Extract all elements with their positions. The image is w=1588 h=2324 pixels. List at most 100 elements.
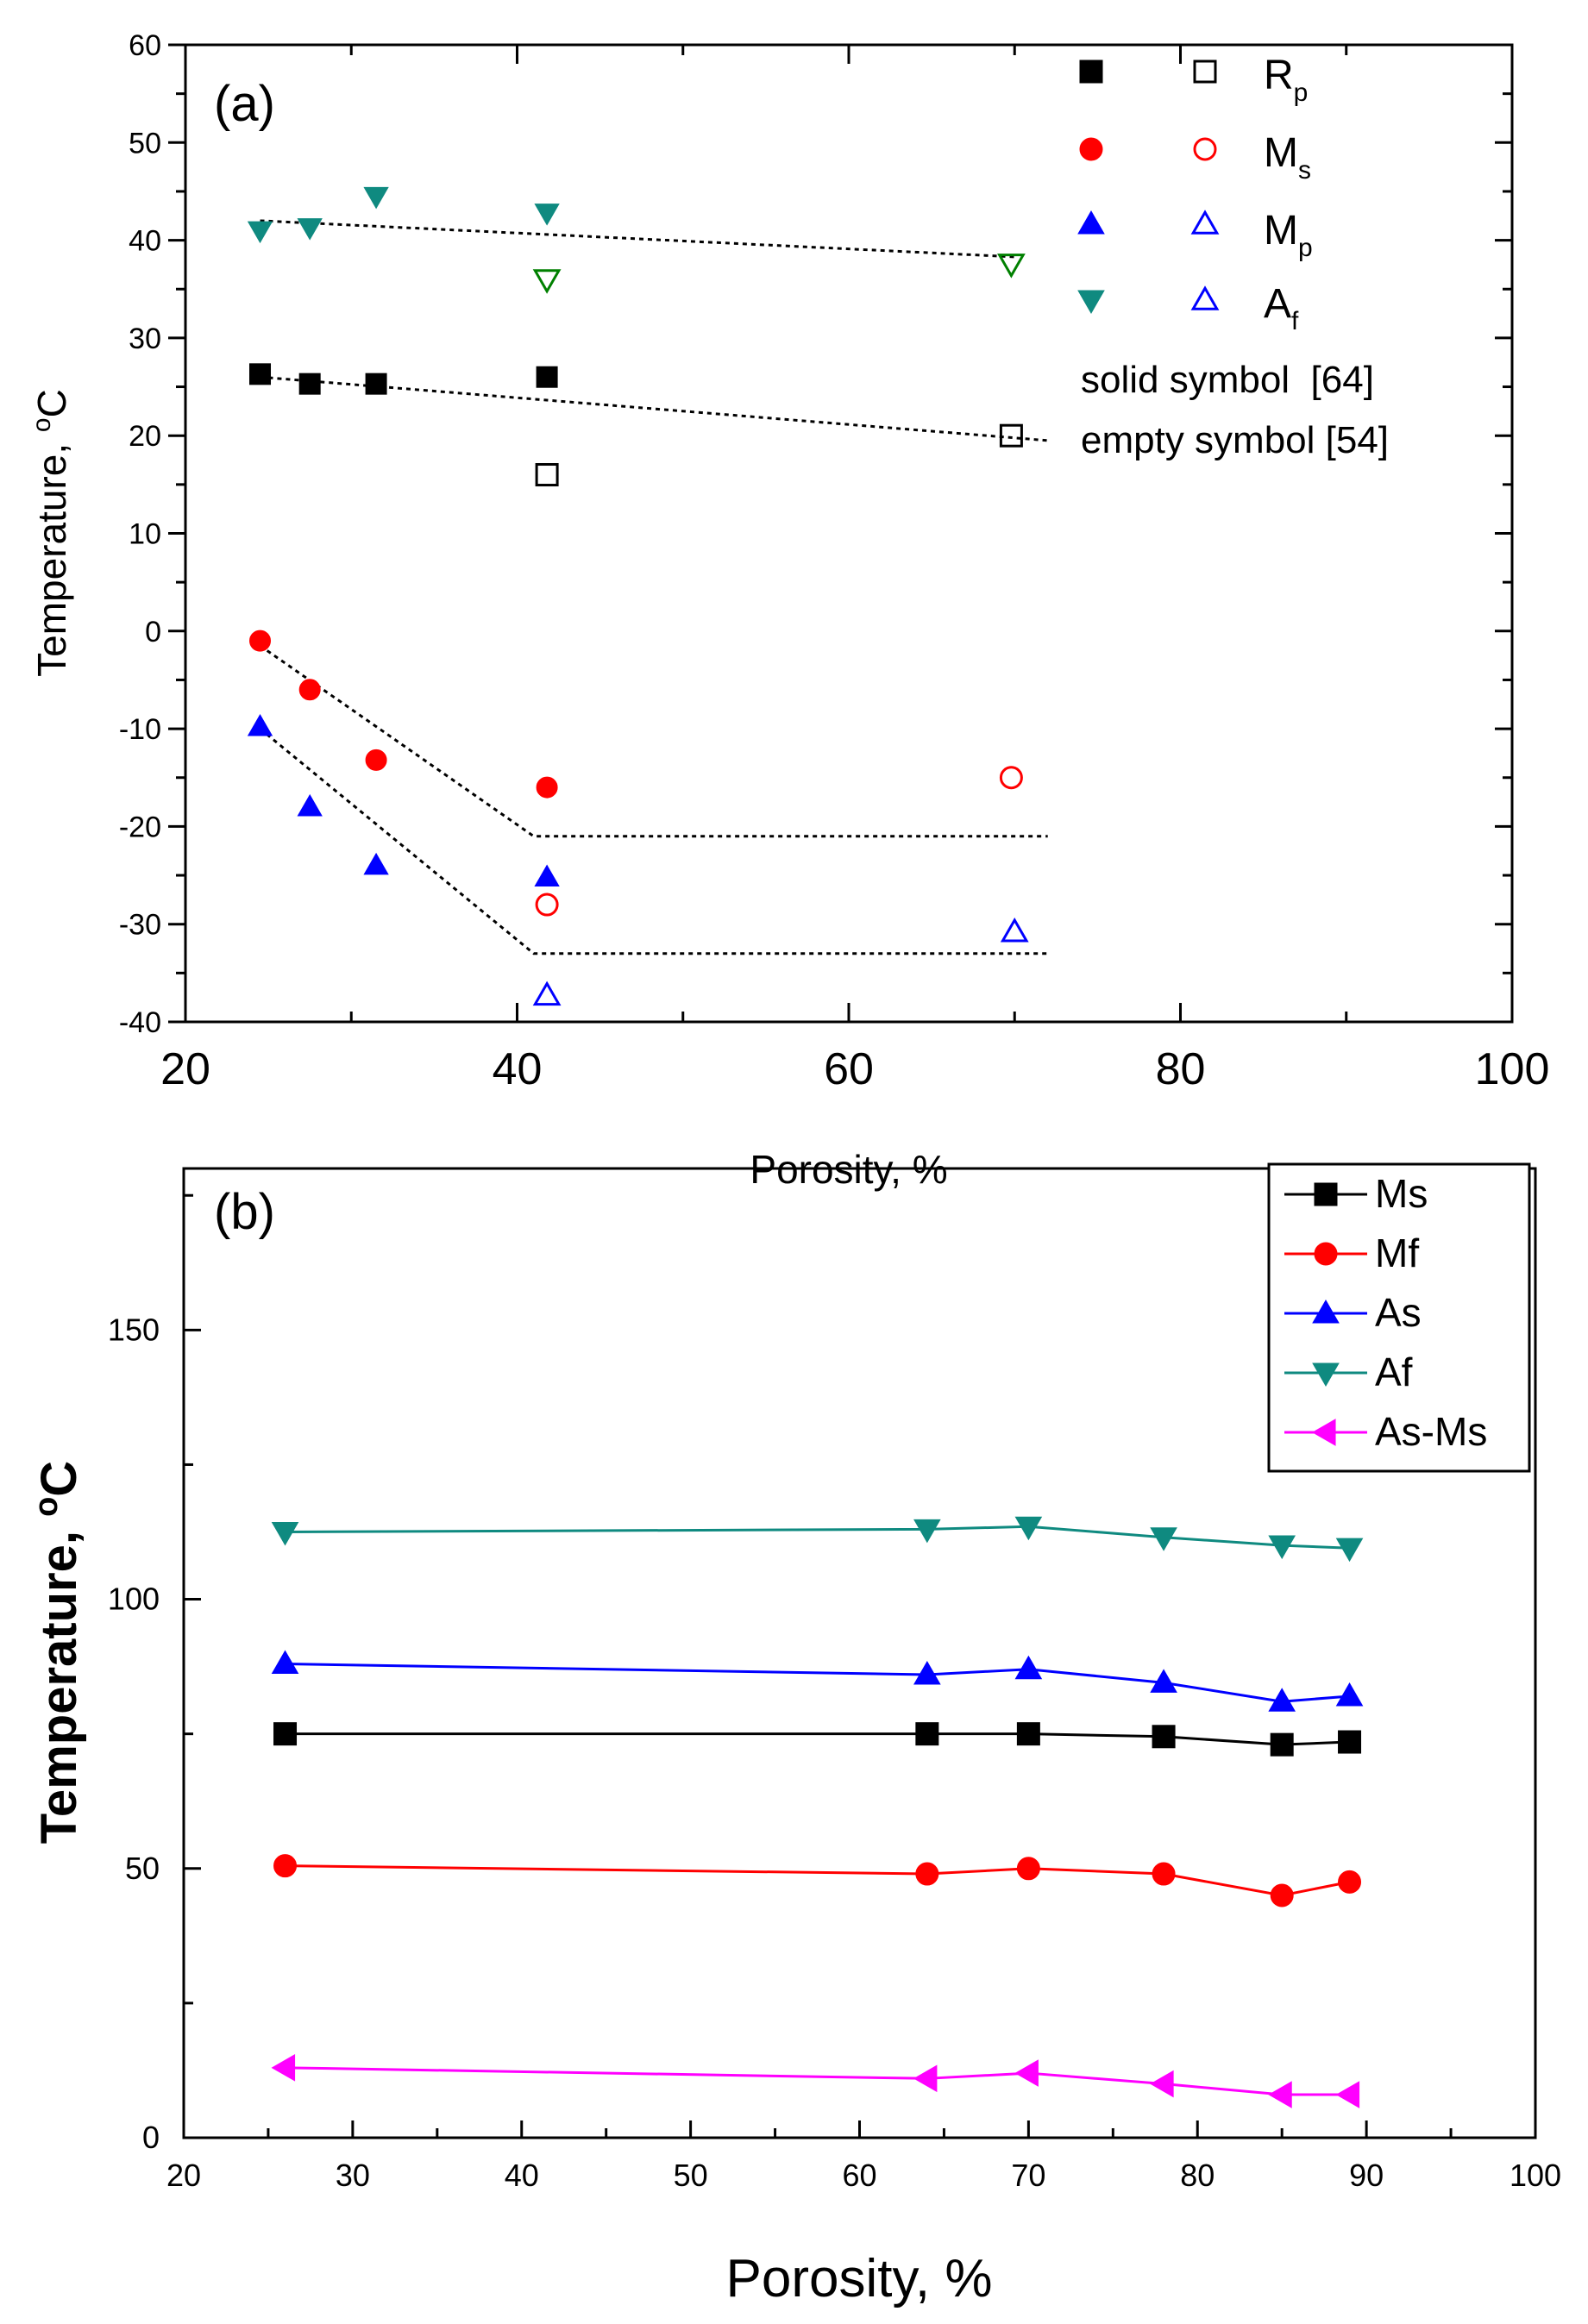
legend-label-mf-b: Mf [1375, 1231, 1419, 1275]
legend-label-as-ms-b: As-Ms [1375, 1409, 1487, 1454]
panel-b-label: (b) [214, 1184, 275, 1240]
legend-marker-solid [1077, 290, 1105, 314]
legend-marker-solid [1079, 137, 1103, 161]
panel-b-y-tick-label: 100 [108, 1582, 160, 1617]
panel-a-point [365, 749, 387, 771]
panel-a-y-tick-label: -10 [119, 713, 161, 746]
legend-label-af-b: Af [1375, 1350, 1413, 1394]
panel-b-point [1016, 1857, 1040, 1881]
panel-b-series-line [285, 1864, 1350, 1897]
panel-a-point [532, 269, 562, 294]
panel-b-y-tick-label: 50 [125, 1851, 160, 1886]
panel-b-x-tick-label: 60 [842, 2158, 876, 2193]
panel-b-tick-labels: 20 30 40 50 60 70 80 90 100 0 50 100 150 [108, 1312, 1561, 2193]
panel-a-point [247, 714, 273, 736]
panel-a-x-tick-label: 60 [824, 1044, 874, 1094]
panel-a-point [535, 463, 559, 487]
panel-b-point [1150, 1527, 1177, 1551]
panel-b-x-tick-label: 70 [1011, 2158, 1045, 2193]
panel-b-point [1150, 1669, 1177, 1693]
panel-b-point [913, 1661, 941, 1685]
legend-marker [1314, 1242, 1338, 1266]
panel-b-series-lines [285, 1525, 1350, 2096]
legend-marker-solid [1077, 210, 1105, 235]
panel-a-point [298, 373, 321, 395]
panel-a-point [997, 254, 1026, 279]
panel-b-point [271, 2054, 296, 2082]
panel-b-point [1270, 1732, 1294, 1757]
panel-b-chart: 20 30 40 50 60 70 80 90 100 0 50 100 150 (b) Ms Mf A… [28, 1162, 1561, 2308]
panel-a-chart: 20 40 60 80 100 -40 -30 -20 -10 0 10 20 30 40 50 60 (a)… [28, 29, 1549, 1192]
panel-b-point [913, 2064, 938, 2093]
panel-b-point [1338, 1870, 1362, 1894]
panel-b-point [1150, 2070, 1174, 2098]
panel-a-tick-labels: 20 40 60 80 100 -40 -30 -20 -10 0 10 20 30 40 50 60 [119, 29, 1550, 1094]
panel-b-point [1335, 2081, 1360, 2108]
panel-b-series-line [285, 1662, 1350, 1703]
panel-a-label: (a) [214, 76, 275, 132]
panel-b-point [915, 1862, 939, 1886]
legend-marker [1314, 1182, 1338, 1206]
panel-b-x-tick-label: 40 [505, 2158, 539, 2193]
panel-b-point [271, 1650, 299, 1675]
panel-b-series-line [285, 1732, 1350, 1746]
panel-a-trend-line [260, 219, 1015, 259]
panel-b-point [1014, 1516, 1043, 1541]
legend-note-empty: empty symbol [54] [1081, 419, 1389, 461]
panel-a-y-tick-label: 20 [129, 420, 161, 453]
panel-b-ticks [182, 1193, 1537, 2139]
panel-b-point [915, 1722, 939, 1746]
panel-b-x-axis-title: Porosity, % [726, 2249, 993, 2308]
panel-a-point [363, 186, 389, 210]
panel-b-point [1014, 1655, 1043, 1680]
panel-b-point [273, 1722, 298, 1746]
panel-a-y-tick-label: 60 [129, 29, 161, 62]
panel-a-point [536, 776, 558, 799]
panel-a-legend: Rp Ms Mp Af solid symbol [64] empty symb… [1077, 53, 1389, 461]
panel-a-point [249, 363, 272, 385]
panel-b-x-tick-label: 100 [1510, 2158, 1561, 2193]
panel-b-data-points [271, 1516, 1364, 2108]
panel-b-legend-markers [1284, 1182, 1367, 1446]
panel-a-point [999, 423, 1023, 448]
legend-marker [1312, 1300, 1340, 1324]
panel-a-x-tick-label: 40 [493, 1044, 543, 1094]
panel-a-y-tick-label: -40 [119, 1006, 161, 1039]
panel-a-y-axis-title: Temperature, oC [28, 389, 74, 677]
panel-a-trend-line [260, 375, 1048, 442]
legend-marker-empty [1193, 137, 1217, 161]
panel-a-y-tick-label: 50 [129, 127, 161, 160]
panel-b-point [1016, 1722, 1040, 1746]
panel-b-legend: Ms Mf As Af As-Ms [1267, 1162, 1531, 1473]
panel-a-point [297, 218, 323, 241]
legend-marker-empty [1190, 285, 1220, 310]
panel-a-trend-lines [259, 219, 1048, 955]
panel-b-x-tick-label: 20 [166, 2158, 201, 2193]
legend-label-ms-b: Ms [1375, 1171, 1428, 1216]
panel-b-point [1268, 1688, 1296, 1712]
legend-label-ms: Ms [1264, 130, 1311, 185]
panel-b-point [913, 1519, 941, 1544]
legend-marker-empty [1193, 60, 1217, 84]
panel-a-legend-markers [1077, 60, 1220, 314]
panel-a-point [365, 373, 387, 395]
panel-a-point [247, 221, 273, 244]
panel-b-series-line [285, 1525, 1350, 1550]
panel-b-point [1152, 1862, 1176, 1886]
panel-a-point [532, 980, 562, 1006]
panel-b-x-tick-label: 50 [674, 2158, 708, 2193]
panel-b-point [1014, 2059, 1039, 2087]
panel-a-point [535, 893, 559, 917]
panel-a-y-tick-label: 0 [145, 616, 161, 648]
panel-b-point [1270, 1883, 1294, 1907]
panel-b-point [1335, 1538, 1364, 1563]
panel-a-point [298, 679, 321, 701]
panel-a-ticks [168, 43, 1514, 1024]
legend-marker-solid [1079, 60, 1103, 84]
panel-b-x-tick-label: 30 [336, 2158, 370, 2193]
panel-b-x-tick-label: 80 [1180, 2158, 1215, 2193]
legend-label-as-b: As [1375, 1290, 1422, 1335]
panel-b-y-tick-label: 150 [108, 1312, 160, 1347]
panel-a-y-tick-label: 30 [129, 323, 161, 355]
